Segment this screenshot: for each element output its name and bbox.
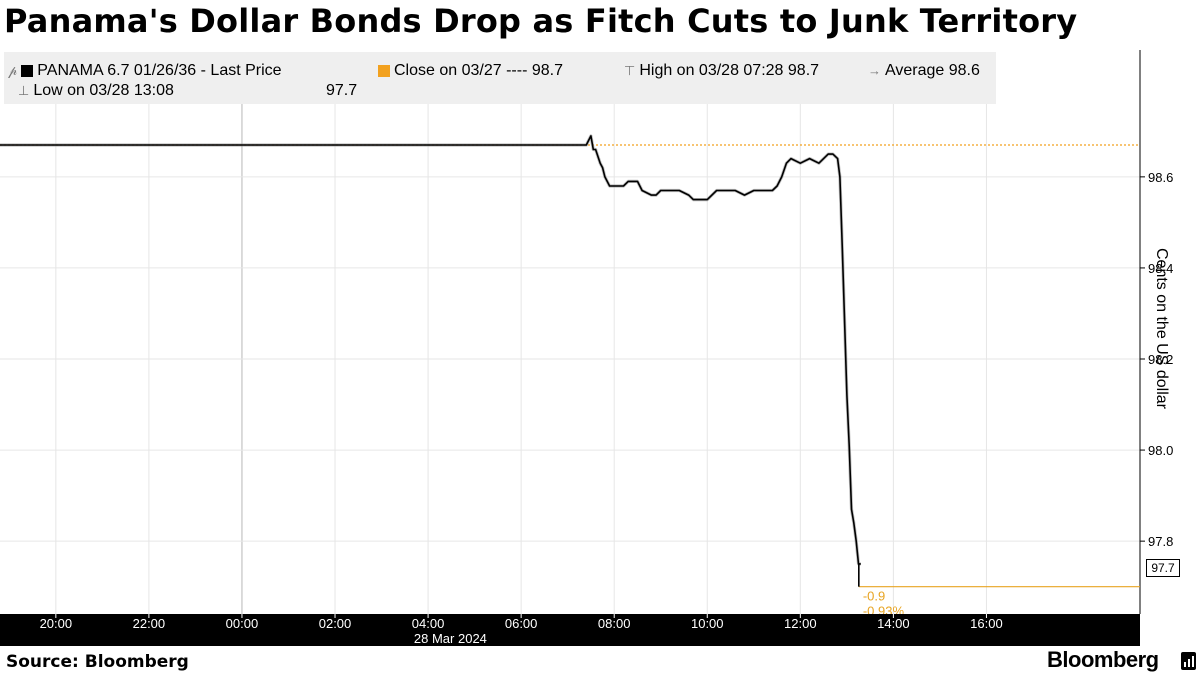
bloomberg-terminal-icon [1181, 652, 1196, 670]
change-abs-label: -0.9 [863, 589, 885, 604]
date-label: 28 Mar 2024 [414, 631, 487, 646]
x-tick-label: 22:00 [133, 616, 166, 631]
legend-low[interactable]: ⊥ Low on 03/28 13:08 [18, 81, 174, 101]
legend-close[interactable]: Close on 03/27 ---- 98.7 [378, 61, 563, 81]
y-tick-label: 98.6 [1148, 170, 1173, 185]
legend-last-price-label: PANAMA 6.7 01/26/36 - Last Price [37, 62, 282, 79]
x-tick-label: 00:00 [226, 616, 259, 631]
x-tick-label: 02:00 [319, 616, 352, 631]
close-swatch [378, 65, 390, 77]
x-tick-label: 16:00 [970, 616, 1003, 631]
last-value-tag: 97.7 [1146, 559, 1180, 577]
high-marker-icon: ⊤ [624, 63, 636, 78]
price-line-shadow [0, 134, 861, 566]
x-tick-label: 08:00 [598, 616, 631, 631]
chart-title: Panama's Dollar Bonds Drop as Fitch Cuts… [4, 2, 1078, 40]
legend-low-value: 97.7 [326, 82, 358, 99]
x-tick-label: 04:00 [412, 616, 445, 631]
y-tick-label: 98.4 [1148, 261, 1173, 276]
legend-last-price[interactable]: 𝓅 PANAMA 6.7 01/26/36 - Last Price [8, 61, 282, 81]
x-tick-label: 20:00 [40, 616, 73, 631]
bloomberg-logo: Bloomberg [1047, 647, 1159, 672]
x-axis-band [0, 614, 1140, 646]
x-tick-label: 06:00 [505, 616, 538, 631]
source-note: Source: Bloomberg [6, 652, 189, 672]
legend-average-label: Average 98.6 [885, 62, 980, 79]
y-tick-label: 97.8 [1148, 534, 1173, 549]
price-line [0, 135, 861, 565]
x-tick-label: 12:00 [784, 616, 817, 631]
legend-high-label: High on 03/28 07:28 98.7 [639, 62, 820, 79]
pin-icon: 𝓅 [8, 63, 18, 78]
legend-low-label: Low on 03/28 13:08 [33, 82, 174, 99]
average-marker-icon: → [868, 63, 881, 78]
low-marker-icon: ⊥ [18, 83, 30, 98]
legend-high[interactable]: ⊤ High on 03/28 07:28 98.7 [624, 61, 819, 81]
legend-average[interactable]: → Average 98.6 [868, 61, 980, 81]
x-tick-label: 14:00 [877, 616, 910, 631]
legend: 𝓅 PANAMA 6.7 01/26/36 - Last Price Close … [4, 52, 996, 104]
last-price-swatch [21, 65, 34, 77]
y-tick-label: 98.0 [1148, 443, 1173, 458]
y-tick-label: 98.2 [1148, 352, 1173, 367]
legend-close-label: Close on 03/27 ---- 98.7 [394, 62, 563, 79]
y-axis-label: Cents on the US dollar [1153, 248, 1170, 409]
x-tick-label: 10:00 [691, 616, 724, 631]
